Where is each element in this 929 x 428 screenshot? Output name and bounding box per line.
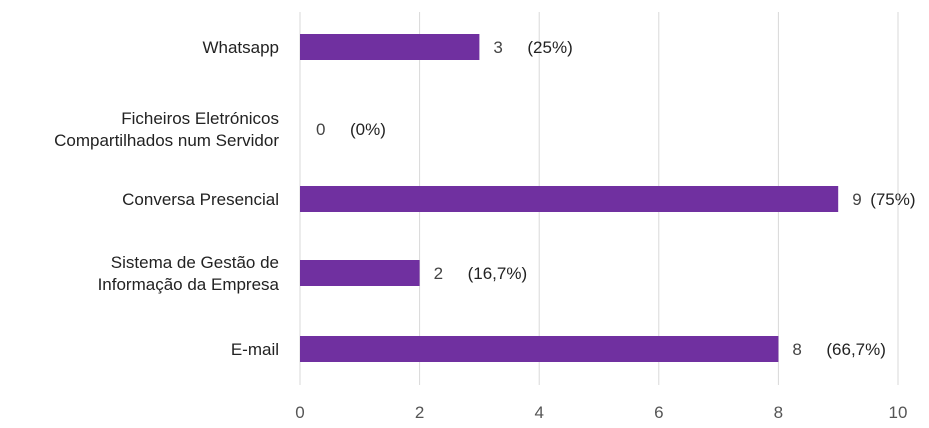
category-labels: Whatsapp Ficheiros Eletrónicos Compartilha…	[54, 38, 279, 359]
data-labels: 3 (25%) 0 (0%) 9 (75%) 2 (16,7%) 8 (66,7%)	[316, 38, 916, 359]
percent-label: (16,7%)	[468, 264, 528, 283]
percent-label: (0%)	[350, 120, 386, 139]
category-label: Whatsapp	[202, 38, 279, 57]
percent-label: (75%)	[870, 190, 915, 209]
value-label: 0	[316, 120, 325, 139]
bars	[300, 34, 839, 362]
value-label: 3	[493, 38, 502, 57]
x-tick-label: 6	[654, 403, 663, 422]
category-label: Informação da Empresa	[98, 275, 280, 294]
percent-label: (66,7%)	[826, 340, 886, 359]
x-tick-label: 0	[295, 403, 304, 422]
value-label: 9	[852, 190, 861, 209]
bar	[300, 260, 420, 286]
category-label: Sistema de Gestão de	[111, 253, 279, 272]
x-tick-label: 8	[774, 403, 783, 422]
x-tick-label: 10	[889, 403, 908, 422]
category-label: Compartilhados num Servidor	[54, 131, 279, 150]
category-label: E-mail	[231, 340, 279, 359]
percent-label: (25%)	[527, 38, 572, 57]
value-label: 2	[434, 264, 443, 283]
bar	[300, 336, 779, 362]
x-tick-label: 2	[415, 403, 424, 422]
category-label: Conversa Presencial	[122, 190, 279, 209]
bar	[300, 186, 839, 212]
category-label: Ficheiros Eletrónicos	[121, 109, 279, 128]
x-tick-label: 4	[534, 403, 543, 422]
bar	[300, 34, 480, 60]
x-axis-ticks: 0 2 4 6 8 10	[295, 403, 907, 422]
value-label: 8	[792, 340, 801, 359]
